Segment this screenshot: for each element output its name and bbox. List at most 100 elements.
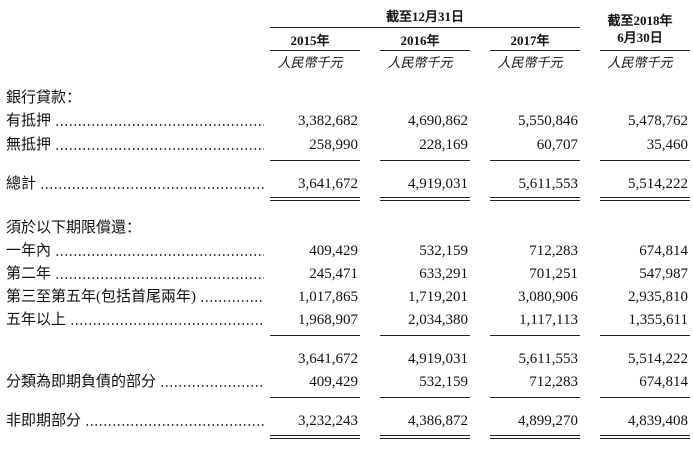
cell-value: 712,283 (529, 243, 578, 259)
cell-value: 1,355,611 (628, 312, 688, 328)
cell-value: 633,291 (419, 266, 468, 282)
rule (490, 438, 580, 439)
label-text: 第三至第五年(包括首尾兩年) (6, 289, 196, 305)
rule (600, 397, 690, 398)
cell-value: 4,839,408 (628, 413, 688, 429)
rule (380, 397, 470, 398)
row-label: 一年內 (6, 242, 264, 260)
cell-value: 532,159 (419, 374, 468, 390)
rule (380, 160, 470, 161)
cell-value: 228,169 (419, 137, 468, 153)
cell-value: 3,080,906 (518, 289, 578, 305)
leader-dots (55, 253, 264, 257)
rule (600, 197, 690, 198)
rule (270, 438, 360, 439)
cell-value: 5,514,222 (628, 351, 688, 367)
rule (270, 160, 360, 161)
cell-value: 3,382,682 (298, 113, 358, 129)
cell-value: 5,611,553 (518, 176, 578, 192)
section-label: 須於以下期限償還： (6, 220, 142, 236)
cell-value: 245,471 (309, 266, 358, 282)
section-label: 銀行貸款： (6, 90, 82, 106)
label-text: 一年內 (6, 243, 52, 259)
row-label: 非即期部分 (6, 412, 264, 430)
cell-value: 3,232,243 (298, 413, 358, 429)
rule (600, 200, 690, 201)
rule (380, 200, 470, 201)
label-text: 總計 (6, 176, 37, 192)
rule (270, 197, 360, 198)
leader-dots (160, 384, 264, 388)
rule (270, 27, 580, 28)
rule (270, 200, 360, 201)
rule (380, 435, 470, 436)
column-title: 2015年 (290, 33, 330, 48)
cell-value: 3,641,672 (298, 351, 358, 367)
cell-value: 4,919,031 (408, 176, 468, 192)
column-title: 截至2018年 6月30日 (607, 13, 673, 45)
cell-value: 409,429 (309, 374, 358, 390)
label-text: 有抵押 (6, 113, 52, 129)
cell-value: 674,814 (639, 374, 688, 390)
cell-value: 1,719,201 (408, 289, 468, 305)
rule (270, 397, 360, 398)
rule (600, 335, 690, 336)
rule (490, 200, 580, 201)
rule (490, 197, 580, 198)
label-text: 無抵押 (6, 137, 52, 153)
unit-label: 人民幣千元 (387, 55, 453, 70)
rule (600, 435, 690, 436)
cell-value: 547,987 (639, 266, 688, 282)
cell-value: 2,034,380 (408, 312, 468, 328)
period-group: 截至12月31日 (385, 9, 464, 24)
rule (270, 335, 360, 336)
rule (490, 160, 580, 161)
leader-dots (200, 299, 264, 303)
rule (600, 50, 690, 51)
column-title: 2016年 (400, 33, 440, 48)
cell-value: 4,899,270 (518, 413, 578, 429)
leader-dots (85, 423, 264, 427)
row-label: 無抵押 (6, 136, 264, 154)
leader-dots (70, 322, 264, 326)
cell-value: 35,460 (646, 137, 688, 153)
leader-dots (55, 123, 264, 127)
rule (380, 438, 470, 439)
cell-value: 258,990 (309, 137, 358, 153)
column-title: 2017年 (510, 33, 550, 48)
cell-value: 701,251 (529, 266, 578, 282)
leader-dots (55, 147, 264, 151)
cell-value: 5,611,553 (518, 351, 578, 367)
row-label: 五年以上 (6, 311, 264, 329)
label-text: 五年以上 (6, 312, 67, 328)
cell-value: 674,814 (639, 243, 688, 259)
cell-value: 2,935,810 (628, 289, 688, 305)
rule (600, 160, 690, 161)
cell-value: 1,017,865 (298, 289, 358, 305)
rule (490, 50, 580, 51)
row-label: 第三至第五年(包括首尾兩年) (6, 288, 264, 306)
cell-value: 532,159 (419, 243, 468, 259)
unit-label: 人民幣千元 (607, 55, 673, 70)
cell-value: 5,478,762 (628, 113, 688, 129)
row-label: 第二年 (6, 265, 264, 283)
rule (380, 50, 470, 51)
cell-value: 5,514,222 (628, 176, 688, 192)
label-text: 分類為即期負債的部分 (6, 374, 157, 390)
row-label: 分類為即期負債的部分 (6, 373, 264, 391)
cell-value: 409,429 (309, 243, 358, 259)
rule (490, 397, 580, 398)
cell-value: 60,707 (536, 137, 578, 153)
cell-value: 4,919,031 (408, 351, 468, 367)
row-label: 有抵押 (6, 112, 264, 130)
cell-value: 4,690,862 (408, 113, 468, 129)
row-label: 總計 (6, 175, 264, 193)
leader-dots (40, 186, 264, 190)
cell-value: 1,968,907 (298, 312, 358, 328)
cell-value: 712,283 (529, 374, 578, 390)
cell-value: 1,117,113 (519, 312, 578, 328)
rule (380, 335, 470, 336)
cell-value: 5,550,846 (518, 113, 578, 129)
leader-dots (55, 276, 264, 280)
unit-label: 人民幣千元 (497, 55, 563, 70)
